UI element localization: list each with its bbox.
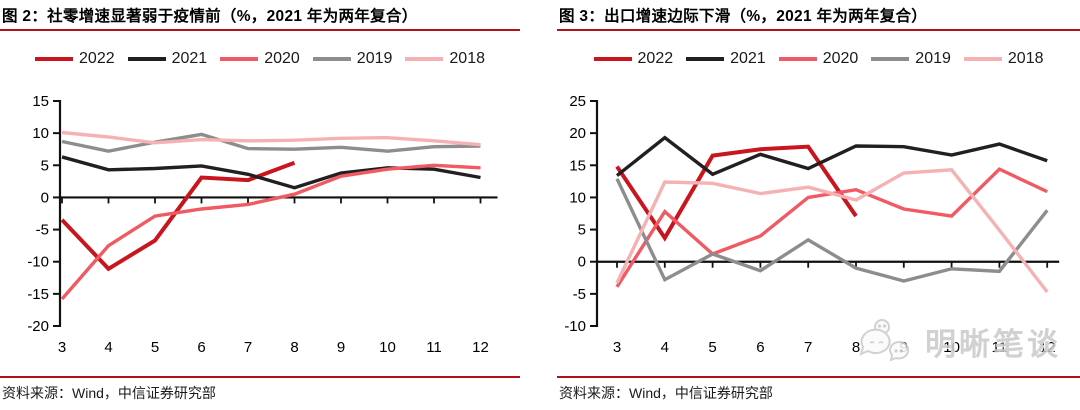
series-line-2019 bbox=[61, 132, 481, 153]
x-tick-label: 7 bbox=[244, 339, 252, 356]
legend-item-2018: 2018 bbox=[405, 50, 485, 68]
figure-3-title-rule bbox=[557, 29, 1080, 31]
x-tick-label: 4 bbox=[104, 339, 112, 356]
y-tick-label: 0 bbox=[578, 254, 586, 271]
y-tick-label: 15 bbox=[569, 157, 586, 174]
figure-3-title: 图 3：出口增速边际下滑（%，2021 年为两年复合） bbox=[559, 8, 928, 25]
x-tick-label: 8 bbox=[290, 339, 298, 356]
legend-swatch-2020 bbox=[778, 57, 817, 61]
figure-3-chart: 25 20 15 10 5 0 -5 -10 3 4 5 6 7 8 9 10 11 12 bbox=[564, 93, 1060, 356]
legend-swatch-2019 bbox=[312, 57, 351, 61]
y-tick-label: -20 bbox=[27, 318, 49, 335]
x-tick-label: 9 bbox=[337, 339, 345, 356]
x-tick-label: 3 bbox=[613, 339, 621, 356]
legend-label-2020: 2020 bbox=[822, 50, 859, 67]
x-tick-label: 12 bbox=[472, 339, 489, 356]
figure-2-source: 资料来源：Wind，中信证券研究部 bbox=[2, 385, 216, 401]
legend-swatch-2018 bbox=[405, 57, 444, 61]
figure-3-source: 资料来源：Wind，中信证券研究部 bbox=[559, 385, 773, 401]
figure-2-title: 图 2：社零增速显著弱于疫情前（%，2021 年为两年复合） bbox=[2, 8, 418, 25]
series-line-2018 bbox=[61, 130, 481, 147]
legend-label-2020: 2020 bbox=[264, 50, 300, 67]
legend-item-2020: 2020 bbox=[778, 50, 859, 68]
legend-item-2021: 2021 bbox=[686, 50, 766, 68]
x-tick-label: 7 bbox=[804, 339, 812, 356]
y-tick-label: 15 bbox=[32, 93, 49, 110]
x-tick-label: 6 bbox=[197, 339, 205, 356]
legend-item-2018: 2018 bbox=[963, 50, 1044, 68]
legend-item-2019: 2019 bbox=[312, 50, 393, 68]
x-tick-label: 5 bbox=[708, 339, 716, 356]
x-tick-label: 9 bbox=[900, 339, 908, 356]
y-tick-label: -5 bbox=[573, 286, 586, 303]
legend-swatch-2019 bbox=[871, 57, 910, 61]
legend-label-2021: 2021 bbox=[730, 50, 766, 67]
y-tick-label: 25 bbox=[569, 93, 586, 110]
x-tick-label: 8 bbox=[852, 339, 860, 356]
legend-swatch-2022 bbox=[35, 57, 74, 61]
legend-label-2018: 2018 bbox=[449, 50, 485, 67]
x-tick-label: 11 bbox=[426, 339, 442, 356]
figure-3-source-rule bbox=[557, 376, 1080, 378]
legend-label-2021: 2021 bbox=[171, 50, 208, 67]
y-tick-label: 5 bbox=[41, 157, 49, 174]
x-tick-label: 11 bbox=[992, 339, 1008, 356]
figure-2-title-rule bbox=[0, 29, 520, 31]
x-tick-label: 4 bbox=[661, 339, 669, 356]
legend-swatch-2020 bbox=[220, 57, 259, 61]
legend-item-2022: 2022 bbox=[35, 50, 115, 68]
figure-2-source-rule bbox=[0, 376, 520, 378]
figure-2-chart: 15 10 5 0 -5 -10 -15 -20 3 4 5 6 7 8 9 10 11 12 bbox=[27, 93, 498, 356]
legend-label-2019: 2019 bbox=[356, 50, 393, 67]
x-tick-label: 6 bbox=[756, 339, 764, 356]
legend-label-2018: 2018 bbox=[1007, 50, 1044, 67]
x-tick-label: 10 bbox=[943, 339, 960, 356]
series-line-2020 bbox=[60, 163, 481, 301]
figure-2-legend: 2022 2021 2020 2019 2018 bbox=[0, 50, 520, 68]
series-line-2021 bbox=[615, 135, 1048, 177]
legend-label-2022: 2022 bbox=[637, 50, 674, 67]
y-tick-label: -10 bbox=[27, 254, 49, 271]
legend-swatch-2018 bbox=[963, 57, 1002, 61]
panel-figure-3: 图 3：出口增速边际下滑（%，2021 年为两年复合） 2022 2021 2020… bbox=[557, 0, 1080, 410]
legend-label-2019: 2019 bbox=[915, 50, 951, 67]
y-tick-label: 10 bbox=[32, 125, 49, 142]
y-tick-label: 5 bbox=[578, 222, 586, 239]
legend-item-2019: 2019 bbox=[871, 50, 951, 68]
legend-item-2021: 2021 bbox=[127, 50, 208, 68]
figure-3-legend: 2022 2021 2020 2019 2018 bbox=[557, 50, 1080, 68]
x-tick-label: 12 bbox=[1039, 339, 1056, 356]
series-line-2018 bbox=[615, 168, 1049, 293]
x-tick-label: 5 bbox=[151, 339, 159, 356]
y-tick-label: 10 bbox=[569, 189, 586, 206]
panel-figure-2: 图 2：社零增速显著弱于疫情前（%，2021 年为两年复合） 2022 2021 2… bbox=[0, 0, 520, 410]
legend-swatch-2022 bbox=[593, 57, 632, 61]
x-tick-label: 10 bbox=[379, 339, 396, 356]
y-tick-label: 0 bbox=[41, 189, 49, 206]
legend-item-2020: 2020 bbox=[220, 50, 300, 68]
legend-label-2022: 2022 bbox=[79, 50, 115, 67]
y-tick-label: -15 bbox=[27, 286, 49, 303]
x-tick-label: 3 bbox=[58, 339, 66, 356]
y-tick-label: 20 bbox=[569, 125, 586, 142]
y-tick-label: -10 bbox=[564, 318, 586, 335]
y-tick-label: -5 bbox=[36, 222, 49, 239]
series-line-2022 bbox=[615, 144, 858, 242]
series-line-2019 bbox=[615, 178, 1049, 283]
legend-swatch-2021 bbox=[686, 57, 725, 61]
legend-swatch-2021 bbox=[127, 57, 166, 61]
legend-item-2022: 2022 bbox=[593, 50, 674, 68]
